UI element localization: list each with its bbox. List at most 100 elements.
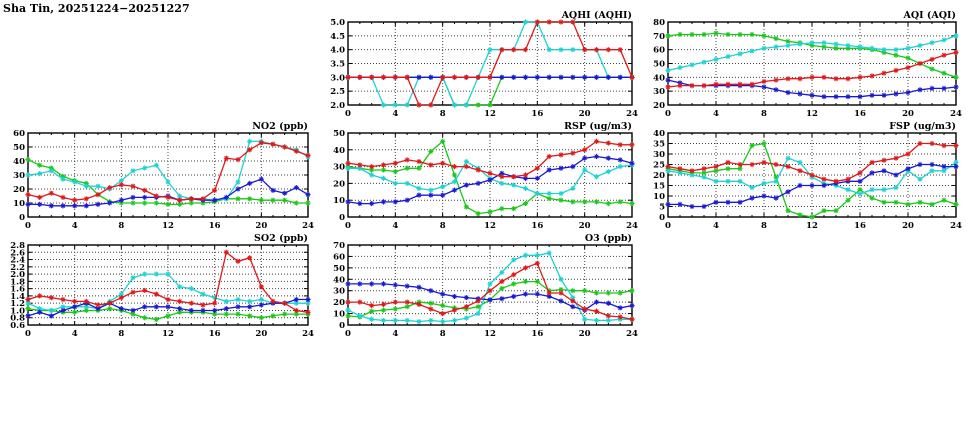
no2-xtick-label: 8 bbox=[118, 221, 124, 231]
aqhi-ytick-label: 4.0 bbox=[330, 46, 345, 56]
aqi-xtick-label: 20 bbox=[902, 109, 914, 119]
aqi-ytick-label: 70 bbox=[653, 32, 665, 42]
rsp-ytick-label: 0 bbox=[339, 213, 345, 223]
so2-xtick-label: 24 bbox=[302, 329, 314, 339]
so2-xtick-label: 12 bbox=[162, 329, 174, 339]
rsp-ytick-label: 10 bbox=[333, 196, 345, 206]
rsp-xtick-label: 24 bbox=[626, 221, 638, 231]
fsp-xtick-label: 16 bbox=[854, 221, 866, 231]
no2-ytick-label: 10 bbox=[13, 199, 25, 209]
no2-series-red-markers bbox=[25, 140, 311, 203]
so2-ytick-label: 0.8 bbox=[10, 314, 25, 324]
no2-plot: 0 10 20 30 40 50 60 0 4 8 12 16 20 24 NO2 (ppb) bbox=[13, 121, 314, 231]
o3-ytick-label: 30 bbox=[333, 287, 345, 297]
fsp-series-red-markers bbox=[665, 140, 959, 184]
o3-ytick-label: 60 bbox=[333, 252, 345, 262]
rsp-plot: 0 10 20 30 40 50 0 4 8 12 16 20 24 RSP (ug/m3) bbox=[333, 121, 638, 231]
rsp-xtick-label: 4 bbox=[392, 221, 398, 231]
no2-ytick-label: 60 bbox=[13, 129, 25, 139]
so2-ytick-label: 2.6 bbox=[10, 248, 25, 258]
o3-series-cyan-markers bbox=[345, 250, 635, 325]
aqi-ytick-label: 50 bbox=[653, 60, 665, 70]
aqhi-ytick-label: 2.5 bbox=[330, 87, 345, 97]
no2-ytick-label: 20 bbox=[13, 185, 25, 195]
fsp-xtick-label: 0 bbox=[665, 221, 671, 231]
o3-series-cyan-line bbox=[347, 252, 632, 323]
o3-xtick-label: 8 bbox=[440, 329, 446, 339]
so2-ytick-label: 1.8 bbox=[10, 277, 25, 287]
o3-xtick-label: 16 bbox=[531, 329, 543, 339]
aqi-xtick-label: 4 bbox=[713, 109, 719, 119]
aqi-ytick-label: 80 bbox=[653, 18, 665, 28]
aqhi-series-red-markers bbox=[345, 19, 635, 108]
fsp-xtick-label: 20 bbox=[902, 221, 914, 231]
o3-ytick-label: 40 bbox=[333, 275, 345, 285]
fsp-ytick-label: 15 bbox=[653, 182, 665, 192]
aqhi-ytick-label: 3.0 bbox=[330, 73, 345, 83]
rsp-ytick-label: 40 bbox=[333, 146, 345, 156]
aqi-title: AQI (AQI) bbox=[903, 10, 956, 21]
fsp-series-blue-markers bbox=[665, 161, 959, 210]
rsp-xtick-label: 12 bbox=[484, 221, 496, 231]
no2-title: NO2 (ppb) bbox=[252, 121, 308, 132]
aqhi-xtick-label: 0 bbox=[345, 109, 351, 119]
chart-aqi: 20 30 40 50 60 70 80 0 4 8 12 16 20 24 AQI (AQI) bbox=[634, 8, 962, 120]
fsp-ytick-label: 5 bbox=[659, 203, 665, 213]
so2-ytick-label: 2.2 bbox=[10, 263, 25, 273]
fsp-ytick-label: 25 bbox=[653, 161, 665, 171]
chart-o3: 0 10 20 30 40 50 60 70 0 4 8 12 16 20 24 O3 (ppb) bbox=[314, 231, 638, 340]
rsp-title: RSP (ug/m3) bbox=[564, 121, 632, 132]
o3-ytick-label: 0 bbox=[339, 321, 345, 331]
aqi-xtick-label: 16 bbox=[854, 109, 866, 119]
no2-xtick-label: 12 bbox=[162, 221, 174, 231]
o3-ytick-label: 50 bbox=[333, 264, 345, 274]
fsp-xtick-label: 24 bbox=[950, 221, 962, 231]
no2-ytick-label: 40 bbox=[13, 157, 25, 167]
fsp-ytick-label: 0 bbox=[659, 213, 665, 223]
rsp-ytick-label: 20 bbox=[333, 179, 345, 189]
no2-xtick-label: 20 bbox=[255, 221, 267, 231]
rsp-xtick-label: 8 bbox=[440, 221, 446, 231]
o3-xtick-label: 24 bbox=[626, 329, 638, 339]
so2-xtick-label: 8 bbox=[118, 329, 124, 339]
fsp-ytick-label: 10 bbox=[653, 192, 665, 202]
aqhi-xtick-label: 12 bbox=[484, 109, 496, 119]
fsp-ytick-label: 30 bbox=[653, 150, 665, 160]
aqi-series-cyan-markers bbox=[665, 33, 959, 74]
aqi-ytick-label: 30 bbox=[653, 87, 665, 97]
chart-rsp: 0 10 20 30 40 50 0 4 8 12 16 20 24 RSP (ug/m3) bbox=[314, 119, 638, 232]
o3-ytick-label: 70 bbox=[333, 241, 345, 251]
o3-xtick-label: 4 bbox=[392, 329, 398, 339]
rsp-xtick-label: 0 bbox=[345, 221, 351, 231]
aqhi-xtick-label: 24 bbox=[626, 109, 638, 119]
aqi-ytick-label: 20 bbox=[653, 101, 665, 111]
no2-ytick-label: 30 bbox=[13, 171, 25, 181]
aqhi-title: AQHI (AQHI) bbox=[561, 10, 632, 21]
rsp-series-blue-markers bbox=[345, 153, 635, 207]
chart-so2: 0.6 0.8 1.0 1.2 1.4 1.6 1.8 2.0 2.2 2.4 2.6 2.8 0 4 8 1… bbox=[0, 231, 314, 340]
page-title: Sha Tin, 20251224−20251227 bbox=[3, 2, 190, 15]
o3-series-green-markers bbox=[345, 278, 635, 320]
aqi-plot: 20 30 40 50 60 70 80 0 4 8 12 16 20 24 AQI (AQI) bbox=[653, 10, 962, 119]
o3-title: O3 (ppb) bbox=[585, 233, 632, 244]
aqi-xtick-label: 12 bbox=[806, 109, 818, 119]
so2-ytick-label: 2.0 bbox=[10, 270, 25, 280]
o3-series-red-markers bbox=[345, 260, 635, 322]
aqi-ytick-label: 40 bbox=[653, 73, 665, 83]
no2-xtick-label: 24 bbox=[302, 221, 314, 231]
o3-xtick-label: 20 bbox=[579, 329, 591, 339]
no2-xtick-label: 4 bbox=[72, 221, 78, 231]
rsp-ytick-label: 50 bbox=[333, 129, 345, 139]
chart-aqhi: 2.0 2.5 3.0 3.5 4.0 4.5 5.0 0 4 8 12 16 20 24 AQHI (AQ… bbox=[314, 8, 638, 120]
so2-xtick-label: 20 bbox=[255, 329, 267, 339]
fsp-xtick-label: 4 bbox=[713, 221, 719, 231]
o3-xtick-label: 12 bbox=[484, 329, 496, 339]
aqi-series-green-markers bbox=[665, 30, 959, 80]
so2-title: SO2 (ppb) bbox=[254, 233, 308, 244]
aqi-xtick-label: 8 bbox=[761, 109, 767, 119]
so2-ytick-label: 1.4 bbox=[10, 292, 25, 302]
rsp-series-red-markers bbox=[345, 138, 635, 180]
